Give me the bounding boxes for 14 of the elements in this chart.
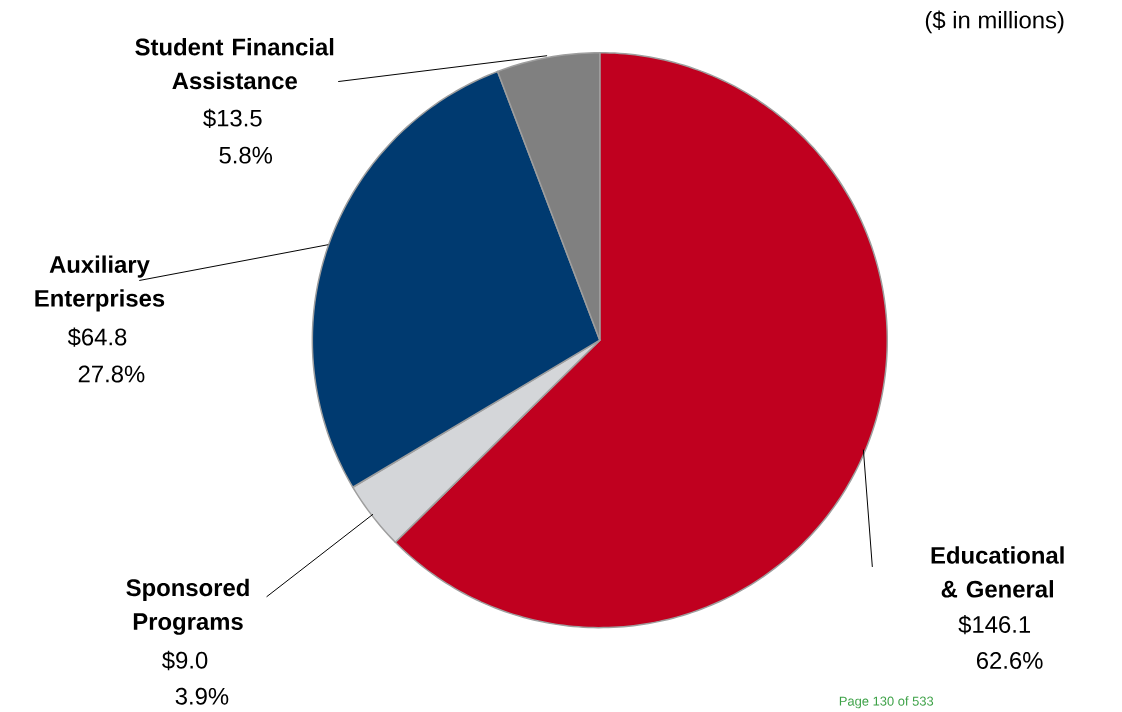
text: 3.9% bbox=[175, 687, 229, 705]
chart-subtitle: ($ in millions) bbox=[925, 10, 1064, 34]
data-label: $13.5 bbox=[203, 108, 262, 128]
slice-label: Student Financial Assistance bbox=[135, 37, 334, 90]
data-label: $146.1 bbox=[958, 614, 1031, 635]
slice-label: Auxiliary Enterprises bbox=[35, 255, 165, 312]
data-label: $9.0 bbox=[162, 650, 208, 671]
slice-label: Educational & General bbox=[931, 546, 1064, 598]
data-label: $64.8 bbox=[67, 327, 127, 347]
text: 5.8% bbox=[219, 146, 273, 164]
text: 62.6% bbox=[976, 651, 1043, 669]
text: 27.8% bbox=[78, 365, 145, 383]
slice-label: Sponsored Programs bbox=[126, 578, 249, 635]
text: Page 130 of 533 bbox=[839, 696, 934, 709]
